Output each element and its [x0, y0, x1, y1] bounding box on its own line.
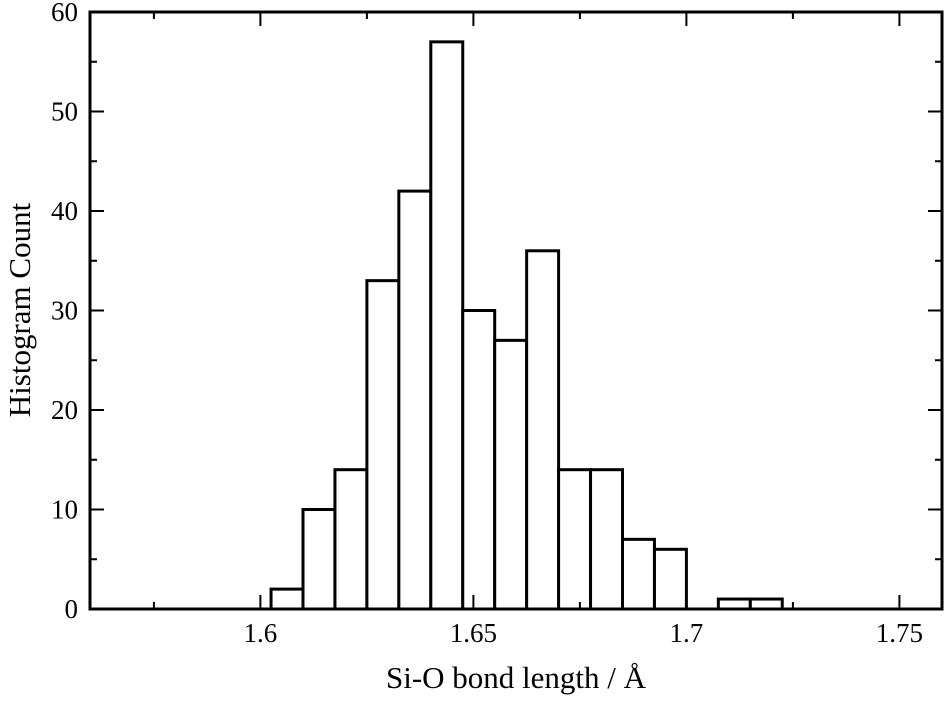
- y-tick-label: 60: [51, 0, 78, 27]
- histogram-bar-4: [397, 189, 433, 611]
- axis-tick-labels: 1.6 1.65 1.7 1.75 0 10 20 30 40 50 60: [51, 0, 923, 648]
- histogram-bar-1: [301, 508, 337, 611]
- histogram-bar-7: [493, 338, 529, 611]
- y-tick-label: 0: [65, 594, 79, 624]
- histogram-bars: [269, 40, 784, 611]
- y-tick-label: 50: [51, 97, 78, 127]
- histogram-bar-0: [269, 587, 305, 611]
- y-tick-label: 40: [51, 196, 78, 226]
- histogram-bar-6: [461, 309, 497, 611]
- y-tick-label: 10: [51, 495, 78, 525]
- histogram-bar-11: [621, 537, 656, 611]
- histogram-bar-8: [525, 249, 561, 611]
- y-tick-label: 20: [51, 395, 78, 425]
- x-tick-label: 1.75: [876, 618, 923, 648]
- axis-ticks: [90, 11, 942, 610]
- histogram-bar-3: [365, 279, 401, 611]
- x-tick-label: 1.7: [670, 618, 704, 648]
- histogram-bar-2: [333, 468, 369, 611]
- histogram-bar-10: [589, 468, 624, 611]
- x-axis-title: Si-O bond length / Å: [386, 660, 647, 695]
- histogram-bar-12: [652, 547, 688, 611]
- x-tick-label: 1.65: [450, 618, 497, 648]
- y-tick-label: 30: [51, 296, 78, 326]
- histogram-bar-9: [557, 468, 593, 611]
- y-axis-title: Histogram Count: [2, 202, 37, 417]
- x-tick-label: 1.6: [244, 618, 278, 648]
- histogram-bar-5: [429, 40, 465, 611]
